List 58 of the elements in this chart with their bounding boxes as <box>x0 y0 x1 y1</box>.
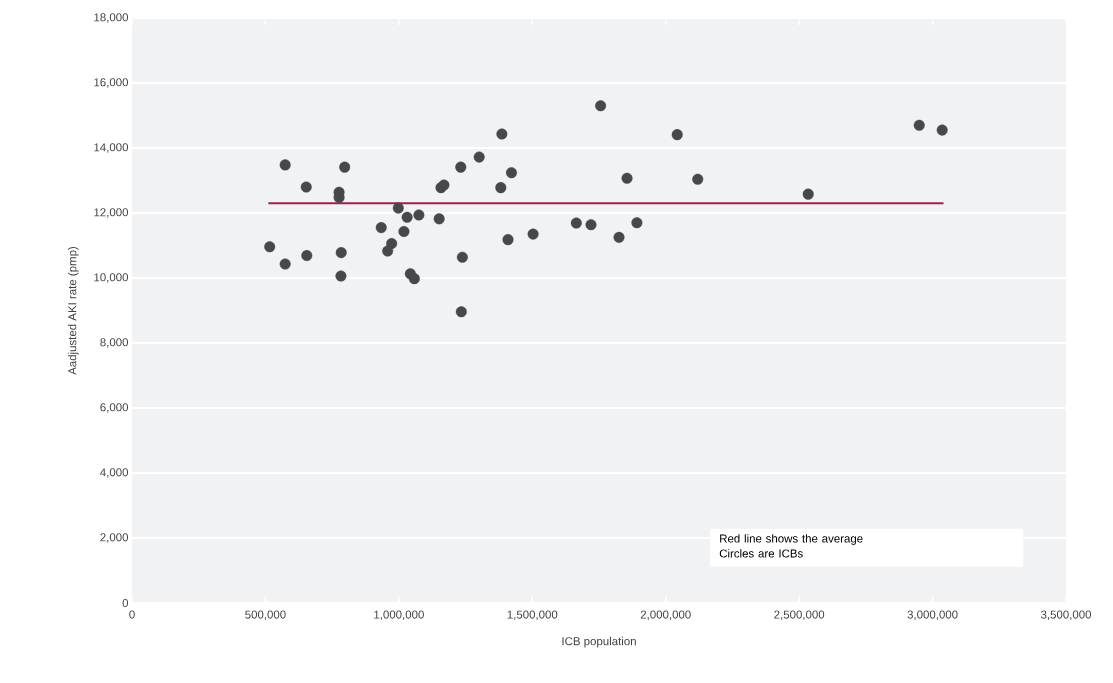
point <box>301 250 313 262</box>
y-axis-title: Aadjusted AKI rate (pmp) <box>67 246 79 375</box>
x-tick-label: 3,500,000 <box>1040 610 1092 620</box>
point <box>392 202 404 214</box>
y-tick-label: 14,000 <box>94 143 129 153</box>
point <box>570 217 582 229</box>
point <box>473 151 485 163</box>
point <box>496 128 508 140</box>
y-tick-label: 6,000 <box>100 403 129 413</box>
y-tick-label: 12,000 <box>94 208 129 218</box>
point <box>455 306 467 318</box>
point <box>936 124 948 136</box>
point <box>613 231 625 243</box>
point <box>382 245 394 257</box>
x-tick-label: 2,500,000 <box>774 610 825 620</box>
point <box>335 247 347 259</box>
point <box>433 213 445 225</box>
x-tick-label: 1,500,000 <box>507 610 558 620</box>
point <box>375 222 387 234</box>
point <box>401 211 413 223</box>
point <box>495 182 507 194</box>
point <box>502 234 514 246</box>
point <box>264 241 276 253</box>
y-tick-label: 18,000 <box>94 13 129 23</box>
point <box>505 167 517 179</box>
point <box>913 119 925 131</box>
point <box>413 209 425 221</box>
y-tick-label: 2,000 <box>100 533 129 543</box>
x-tick-label: 0 <box>129 610 135 619</box>
point <box>456 251 468 263</box>
y-tick-label: 0 <box>122 598 129 608</box>
annotation: Circles are ICBs <box>719 549 803 558</box>
point <box>335 270 347 282</box>
point <box>692 173 704 185</box>
point <box>621 172 633 184</box>
x-tick-label: 500,000 <box>245 610 286 620</box>
point <box>398 226 410 238</box>
annotation: Red line shows the average <box>720 534 863 545</box>
y-tick-label: 8,000 <box>100 338 129 348</box>
x-tick-label: 1,000,000 <box>374 610 424 620</box>
point <box>802 188 814 200</box>
y-tick-label: 4,000 <box>100 468 129 478</box>
point <box>671 129 683 141</box>
x-tick-label: 2,000,000 <box>640 610 691 620</box>
x-axis-title: ICB population <box>562 636 636 648</box>
point <box>595 100 607 112</box>
y-tick-label: 16,000 <box>94 78 129 88</box>
point <box>455 161 467 173</box>
y-tick-label: 10,000 <box>94 273 129 283</box>
point <box>339 161 351 173</box>
point <box>408 273 420 285</box>
point <box>279 159 291 171</box>
point <box>631 217 643 229</box>
point <box>585 219 597 231</box>
x-tick-label: 3,000,000 <box>907 610 958 620</box>
point <box>527 228 539 240</box>
point <box>279 258 291 270</box>
point <box>300 181 312 193</box>
